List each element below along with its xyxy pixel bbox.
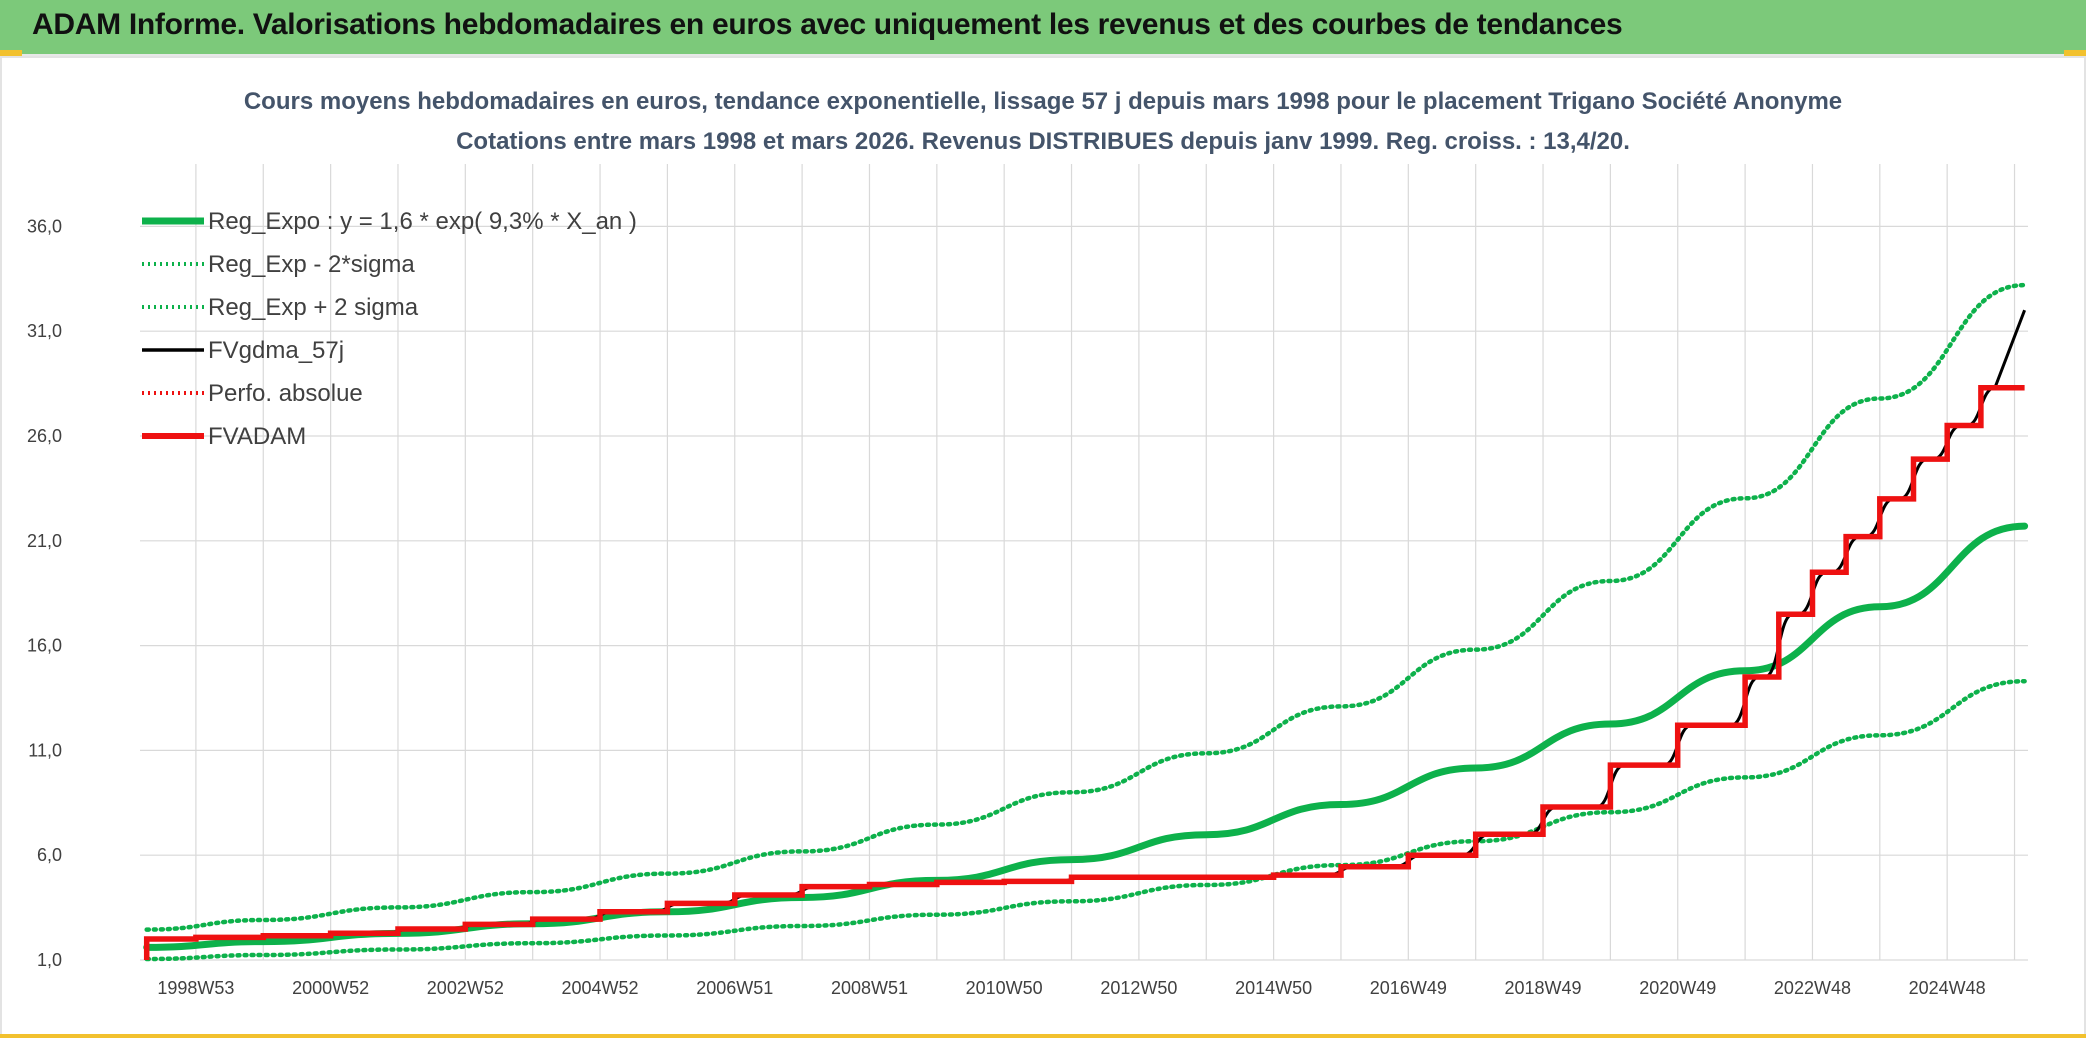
x-tick-label: 2012W50 bbox=[1100, 978, 1177, 998]
series-fvgdma-57j bbox=[146, 309, 2027, 941]
x-tick-label: 2014W50 bbox=[1235, 978, 1312, 998]
chart-title-line2: Cotations entre mars 1998 et mars 2026. … bbox=[456, 128, 1630, 155]
x-tick-label: 2018W49 bbox=[1505, 978, 1582, 998]
legend-label: Reg_Expo : y = 1,6 * exp( 9,3% * X_an ) bbox=[208, 208, 637, 235]
y-tick-label: 16,0 bbox=[27, 636, 62, 656]
x-tick-label: 2000W52 bbox=[292, 978, 369, 998]
series-reg-exp-2-sigma bbox=[144, 678, 2027, 962]
x-tick-label: 2024W48 bbox=[1909, 978, 1986, 998]
x-tick-label: 2020W49 bbox=[1639, 978, 1716, 998]
y-tick-label: 11,0 bbox=[28, 740, 62, 760]
y-tick-label: 6,0 bbox=[37, 845, 62, 865]
gridlines bbox=[140, 164, 2028, 961]
legend-label: FVADAM bbox=[208, 423, 306, 450]
y-tick-label: 31,0 bbox=[27, 321, 62, 341]
footer-accent bbox=[0, 1034, 2086, 1038]
x-axis-ticks: 1998W53 2000W52 2002W52 2004W52 2006W51 2008W… bbox=[157, 978, 1985, 998]
legend-label: Reg_Exp + 2 sigma bbox=[208, 294, 419, 321]
header-accent-right bbox=[2064, 50, 2086, 56]
chart-title-line1: Cours moyens hebdomadaires en euros, ten… bbox=[244, 88, 1842, 115]
series-layer bbox=[143, 282, 2029, 962]
y-axis-ticks: 1,0 6,0 11,0 16,0 21,0 26,0 31,0 36,0 bbox=[27, 216, 62, 970]
legend-label: Reg_Exp - 2*sigma bbox=[208, 251, 415, 278]
x-tick-label: 2010W50 bbox=[966, 978, 1043, 998]
report-title: ADAM Informe. Valorisations hebdomadaire… bbox=[32, 8, 1623, 41]
x-tick-label: 2004W52 bbox=[562, 978, 639, 998]
legend: Reg_Expo : y = 1,6 * exp( 9,3% * X_an ) R… bbox=[142, 208, 637, 450]
y-tick-label: 21,0 bbox=[27, 531, 62, 551]
legend-label: Perfo. absolue bbox=[208, 380, 363, 407]
y-tick-label: 1,0 bbox=[37, 950, 62, 970]
y-tick-label: 36,0 bbox=[27, 216, 62, 236]
y-tick-label: 26,0 bbox=[27, 426, 62, 446]
x-tick-label: 2002W52 bbox=[427, 978, 504, 998]
x-tick-label: 2008W51 bbox=[831, 978, 908, 998]
series-reg-exp-2-sigma bbox=[144, 282, 2027, 932]
report-header: ADAM Informe. Valorisations hebdomadaire… bbox=[0, 0, 2086, 56]
series-reg-expo-y-1-6-exp-9-3-x-an bbox=[143, 522, 2029, 951]
x-tick-label: 2016W49 bbox=[1370, 978, 1447, 998]
x-tick-label: 1998W53 bbox=[157, 978, 234, 998]
x-tick-label: 2022W48 bbox=[1774, 978, 1851, 998]
chart: Cours moyens hebdomadaires en euros, ten… bbox=[27, 88, 2029, 998]
x-tick-label: 2006W51 bbox=[696, 978, 773, 998]
series-fvadam bbox=[143, 385, 2025, 960]
header-accent-left bbox=[0, 50, 22, 56]
legend-label: FVgdma_57j bbox=[208, 337, 344, 364]
